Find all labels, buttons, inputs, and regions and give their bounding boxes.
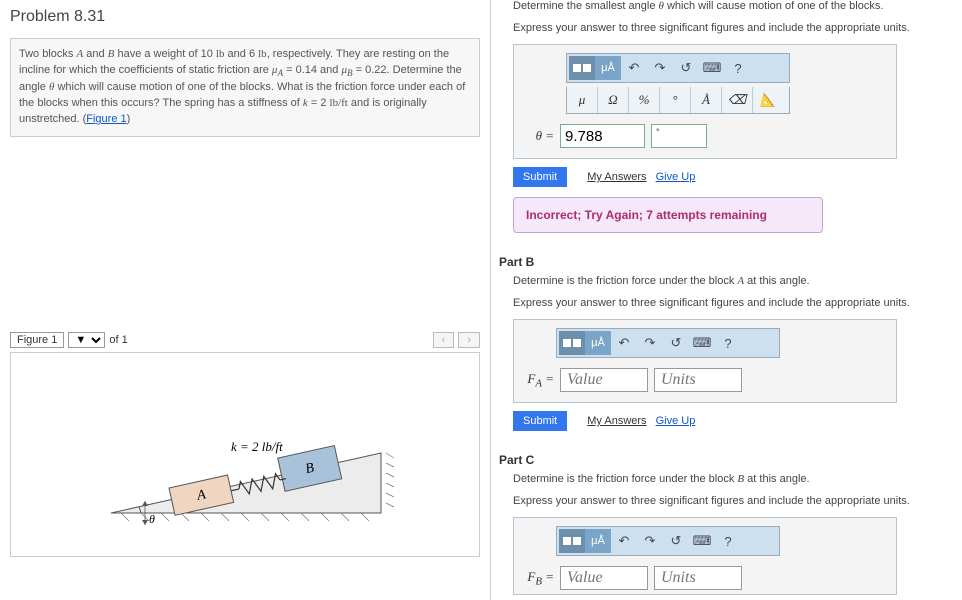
part-b-format: Express your answer to three significant… — [513, 297, 952, 309]
give-up-link-b[interactable]: Give Up — [656, 415, 696, 427]
part-a-answer-panel: μÅ ↶ ↷ ↺ ⌨ ? μ Ω % ° Å ⌫ 📐 θ = ° — [513, 44, 897, 159]
part-c-answer-panel: μÅ ↶ ↷ ↺ ⌨ ? FB = — [513, 517, 897, 595]
spring-k-label: k = 2 lb/ft — [231, 439, 283, 454]
figure-of-text: of 1 — [109, 334, 127, 346]
my-answers-link-a[interactable]: My Answers — [587, 171, 646, 183]
omega-symbol[interactable]: Ω — [598, 87, 629, 113]
part-a-format: Express your answer to three significant… — [513, 22, 952, 34]
units-button[interactable]: μÅ — [595, 56, 621, 80]
percent-symbol[interactable]: % — [629, 87, 660, 113]
problem-statement: Two blocks A and B have a weight of 10 l… — [10, 38, 480, 137]
theta-unit-input[interactable]: ° — [651, 124, 707, 148]
fa-value-input[interactable] — [560, 368, 648, 392]
part-b-question: Determine is the friction force under th… — [513, 275, 952, 287]
reset-button[interactable]: ↺ — [663, 331, 689, 355]
units-button[interactable]: μÅ — [585, 529, 611, 553]
answer-links-a: My Answers Give Up — [587, 171, 695, 183]
units-button[interactable]: μÅ — [585, 331, 611, 355]
template-icon[interactable] — [569, 56, 595, 80]
submit-button-b[interactable]: Submit — [513, 411, 567, 431]
fb-units-input[interactable] — [654, 566, 742, 590]
theta-value-input[interactable] — [560, 124, 645, 148]
part-a-question: Determine the smallest angle θ which wil… — [513, 0, 952, 12]
fb-var-label: FB = — [524, 569, 554, 588]
help-button[interactable]: ? — [725, 56, 751, 80]
figure-next-button[interactable]: › — [458, 332, 480, 348]
submit-button-a[interactable]: Submit — [513, 167, 567, 187]
help-button[interactable]: ? — [715, 331, 741, 355]
figure-select[interactable]: ▼ — [68, 332, 105, 348]
equation-toolbar: μÅ ↶ ↷ ↺ ⌨ ? — [566, 53, 790, 83]
fa-units-input[interactable] — [654, 368, 742, 392]
equation-toolbar-b: μÅ ↶ ↷ ↺ ⌨ ? — [556, 328, 780, 358]
symbol-row: μ Ω % ° Å ⌫ 📐 — [566, 87, 790, 114]
part-c-format: Express your answer to three significant… — [513, 495, 952, 507]
mu-symbol[interactable]: μ — [567, 87, 598, 113]
undo-button[interactable]: ↶ — [611, 529, 637, 553]
problem-title: Problem 8.31 — [10, 8, 480, 26]
reset-button[interactable]: ↺ — [673, 56, 699, 80]
template-icon[interactable] — [559, 529, 585, 553]
degree-symbol[interactable]: ° — [660, 87, 691, 113]
redo-button[interactable]: ↷ — [637, 331, 663, 355]
part-b-header: Part B — [499, 255, 952, 269]
theta-var-label: θ = — [524, 128, 554, 144]
fb-value-input[interactable] — [560, 566, 648, 590]
redo-button[interactable]: ↷ — [647, 56, 673, 80]
backspace-symbol[interactable]: ⌫ — [722, 87, 753, 113]
template-icon[interactable] — [559, 331, 585, 355]
undo-button[interactable]: ↶ — [621, 56, 647, 80]
angstrom-symbol[interactable]: Å — [691, 87, 722, 113]
part-c-question: Determine is the friction force under th… — [513, 473, 952, 485]
part-b-answer-panel: μÅ ↶ ↷ ↺ ⌨ ? FA = — [513, 319, 897, 403]
theta-label: θ — [149, 512, 155, 526]
keyboard-button[interactable]: ⌨ — [689, 331, 715, 355]
give-up-link-a[interactable]: Give Up — [656, 171, 696, 183]
redo-button[interactable]: ↷ — [637, 529, 663, 553]
equation-toolbar-c: μÅ ↶ ↷ ↺ ⌨ ? — [556, 526, 780, 556]
keyboard-button[interactable]: ⌨ — [699, 56, 725, 80]
feedback-message: Incorrect; Try Again; 7 attempts remaini… — [513, 197, 823, 233]
undo-button[interactable]: ↶ — [611, 331, 637, 355]
answer-links-b: My Answers Give Up — [587, 415, 695, 427]
figure-prev-button[interactable]: ‹ — [433, 332, 455, 348]
figure-canvas: A B k = 2 lb/ft θ — [10, 352, 480, 557]
fa-var-label: FA = — [524, 371, 554, 390]
figure-number-box: Figure 1 — [10, 332, 64, 348]
my-answers-link-b[interactable]: My Answers — [587, 415, 646, 427]
reset-button[interactable]: ↺ — [663, 529, 689, 553]
calc-symbol[interactable]: 📐 — [753, 87, 784, 113]
keyboard-button[interactable]: ⌨ — [689, 529, 715, 553]
part-c-header: Part C — [499, 453, 952, 467]
figure-link[interactable]: Figure 1 — [86, 113, 126, 125]
help-button[interactable]: ? — [715, 529, 741, 553]
